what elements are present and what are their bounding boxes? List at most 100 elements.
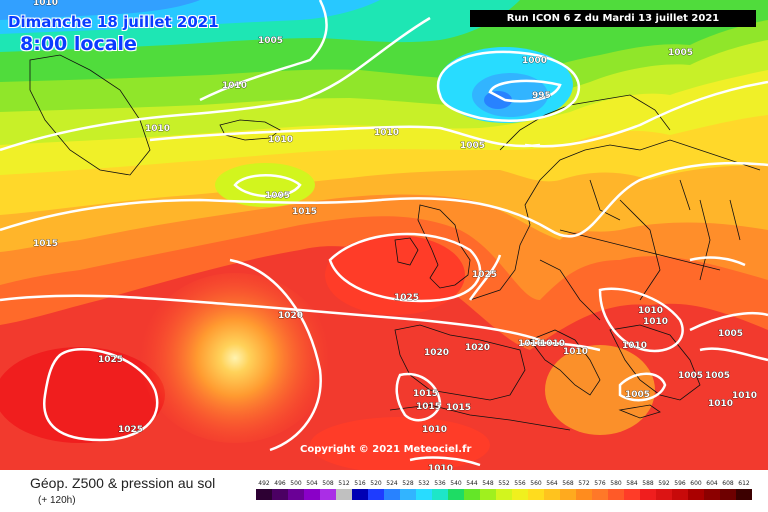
legend-label: 544: [466, 480, 478, 487]
legend-swatch: [320, 489, 336, 500]
legend-label: 496: [274, 480, 286, 487]
coastlines: [29, 54, 761, 431]
legend-swatch: [704, 489, 720, 500]
legend-label: 588: [642, 480, 654, 487]
legend-label: 540: [450, 480, 462, 487]
isobar-label: 1015: [33, 239, 58, 249]
isobar-label: 1025: [394, 293, 419, 303]
legend-label: 520: [370, 480, 382, 487]
legend-label: 552: [498, 480, 510, 487]
legend-swatch: [608, 489, 624, 500]
legend-swatches: [256, 489, 752, 500]
legend-label: 532: [418, 480, 430, 487]
legend-swatch: [560, 489, 576, 500]
legend-swatch: [544, 489, 560, 500]
legend-label: 556: [514, 480, 526, 487]
isobar-label: 1005: [705, 371, 730, 381]
isobar-label: 1005: [258, 36, 283, 46]
legend-label: 584: [626, 480, 638, 487]
isobar-label: 1015: [413, 389, 438, 399]
isobar-label: 1010: [374, 128, 399, 138]
legend-label: 568: [562, 480, 574, 487]
isobar-lines: [0, 0, 768, 467]
legend-swatch: [256, 489, 272, 500]
isobar-label: 1010: [638, 306, 663, 316]
legend-swatch: [592, 489, 608, 500]
isobar-label: 1025: [118, 425, 143, 435]
isobar-label: 1010: [428, 464, 453, 470]
isobar-label: 1010: [708, 399, 733, 409]
legend-label: 608: [722, 480, 734, 487]
legend-swatch: [448, 489, 464, 500]
legend-swatch: [512, 489, 528, 500]
isobar-label: 1010: [33, 0, 58, 8]
isobar-label: 1020: [465, 343, 490, 353]
footer: Géop. Z500 & pression au sol (+ 120h) 49…: [0, 470, 768, 512]
legend-swatch: [432, 489, 448, 500]
color-scale-legend: 492 496 500 504 508 512 516 520 524 528 532 536 540 5…: [256, 480, 752, 500]
isobar-label: 1005: [718, 329, 743, 339]
isobar-label: 1000: [522, 56, 547, 66]
forecast-date: Dimanche 18 juillet 2021: [8, 13, 219, 31]
forecast-time: 8:00 locale: [20, 33, 137, 55]
isobar-label: 1025: [98, 355, 123, 365]
isobar-label: 995: [532, 91, 551, 101]
legend-label: 524: [386, 480, 398, 487]
isobar-label: 1010: [222, 81, 247, 91]
legend-swatch: [736, 489, 752, 500]
legend-swatch: [672, 489, 688, 500]
legend-label: 512: [338, 480, 350, 487]
isobar-labels: 1010 1005 1010 1010 1010 1005 1000 995 1…: [33, 0, 758, 470]
legend-swatch: [464, 489, 480, 500]
isobar-label: 1010: [422, 425, 447, 435]
map-title: Géop. Z500 & pression au sol: [30, 475, 216, 491]
isobar-label: 1015: [416, 402, 441, 412]
legend-label: 576: [594, 480, 606, 487]
legend-label: 572: [578, 480, 590, 487]
isobar-label: 1005: [460, 141, 485, 151]
legend-swatch: [352, 489, 368, 500]
isobar-label: 1005: [678, 371, 703, 381]
isobar-label: 1015: [292, 207, 317, 217]
isobar-label: 1010: [622, 341, 647, 351]
legend-swatch: [640, 489, 656, 500]
legend-swatch: [688, 489, 704, 500]
model-run-label: Run ICON 6 Z du Mardi 13 juillet 2021: [470, 10, 756, 27]
isobar-label: 1025: [472, 270, 497, 280]
isobar-label: 1010: [145, 124, 170, 134]
legend-swatch: [304, 489, 320, 500]
legend-swatch: [624, 489, 640, 500]
legend-swatch: [400, 489, 416, 500]
legend-label: 564: [546, 480, 558, 487]
isobar-label: 1010: [518, 339, 543, 349]
legend-swatch: [720, 489, 736, 500]
legend-label: 500: [290, 480, 302, 487]
legend-labels: 492 496 500 504 508 512 516 520 524 528 532 536 540 5…: [256, 480, 752, 489]
isobar-label: 1010: [268, 135, 293, 145]
legend-label: 592: [658, 480, 670, 487]
legend-label: 492: [258, 480, 270, 487]
legend-label: 612: [738, 480, 750, 487]
legend-swatch: [656, 489, 672, 500]
legend-swatch: [368, 489, 384, 500]
weather-map: 1010 1005 1010 1010 1010 1005 1000 995 1…: [0, 0, 768, 470]
legend-swatch: [384, 489, 400, 500]
isobar-label: 1005: [668, 48, 693, 58]
legend-swatch: [480, 489, 496, 500]
isobar-label: 1020: [424, 348, 449, 358]
copyright-notice: Copyright © 2021 Meteociel.fr: [300, 444, 472, 455]
legend-swatch: [288, 489, 304, 500]
legend-swatch: [576, 489, 592, 500]
legend-swatch: [336, 489, 352, 500]
legend-label: 560: [530, 480, 542, 487]
isobar-label: 1020: [278, 311, 303, 321]
legend-swatch: [496, 489, 512, 500]
legend-swatch: [528, 489, 544, 500]
legend-label: 504: [306, 480, 318, 487]
forecast-range: (+ 120h): [38, 495, 76, 506]
legend-label: 536: [434, 480, 446, 487]
isobar-label: 1005: [625, 390, 650, 400]
legend-label: 596: [674, 480, 686, 487]
legend-label: 516: [354, 480, 366, 487]
